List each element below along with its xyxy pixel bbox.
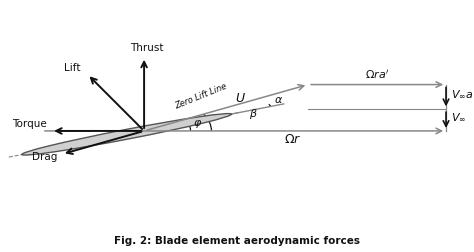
Text: Fig. 2: Blade element aerodynamic forces: Fig. 2: Blade element aerodynamic forces xyxy=(114,236,360,246)
Text: Lift: Lift xyxy=(64,62,81,73)
Text: Thrust: Thrust xyxy=(130,43,163,53)
Ellipse shape xyxy=(22,114,231,155)
Text: $\Omega ra'$: $\Omega ra'$ xyxy=(365,69,389,81)
Text: Torque: Torque xyxy=(12,119,46,129)
Text: $\alpha$: $\alpha$ xyxy=(273,95,283,105)
Text: $\varphi$: $\varphi$ xyxy=(193,118,202,131)
Text: $V_\infty a$: $V_\infty a$ xyxy=(451,88,473,100)
Text: Zero Lift Line: Zero Lift Line xyxy=(173,82,228,111)
Text: $U$: $U$ xyxy=(236,91,246,105)
Text: $V_\infty$: $V_\infty$ xyxy=(451,111,466,123)
Text: $\beta$: $\beta$ xyxy=(249,107,258,121)
Text: Drag: Drag xyxy=(32,152,57,162)
Text: $\Omega r$: $\Omega r$ xyxy=(284,133,301,146)
